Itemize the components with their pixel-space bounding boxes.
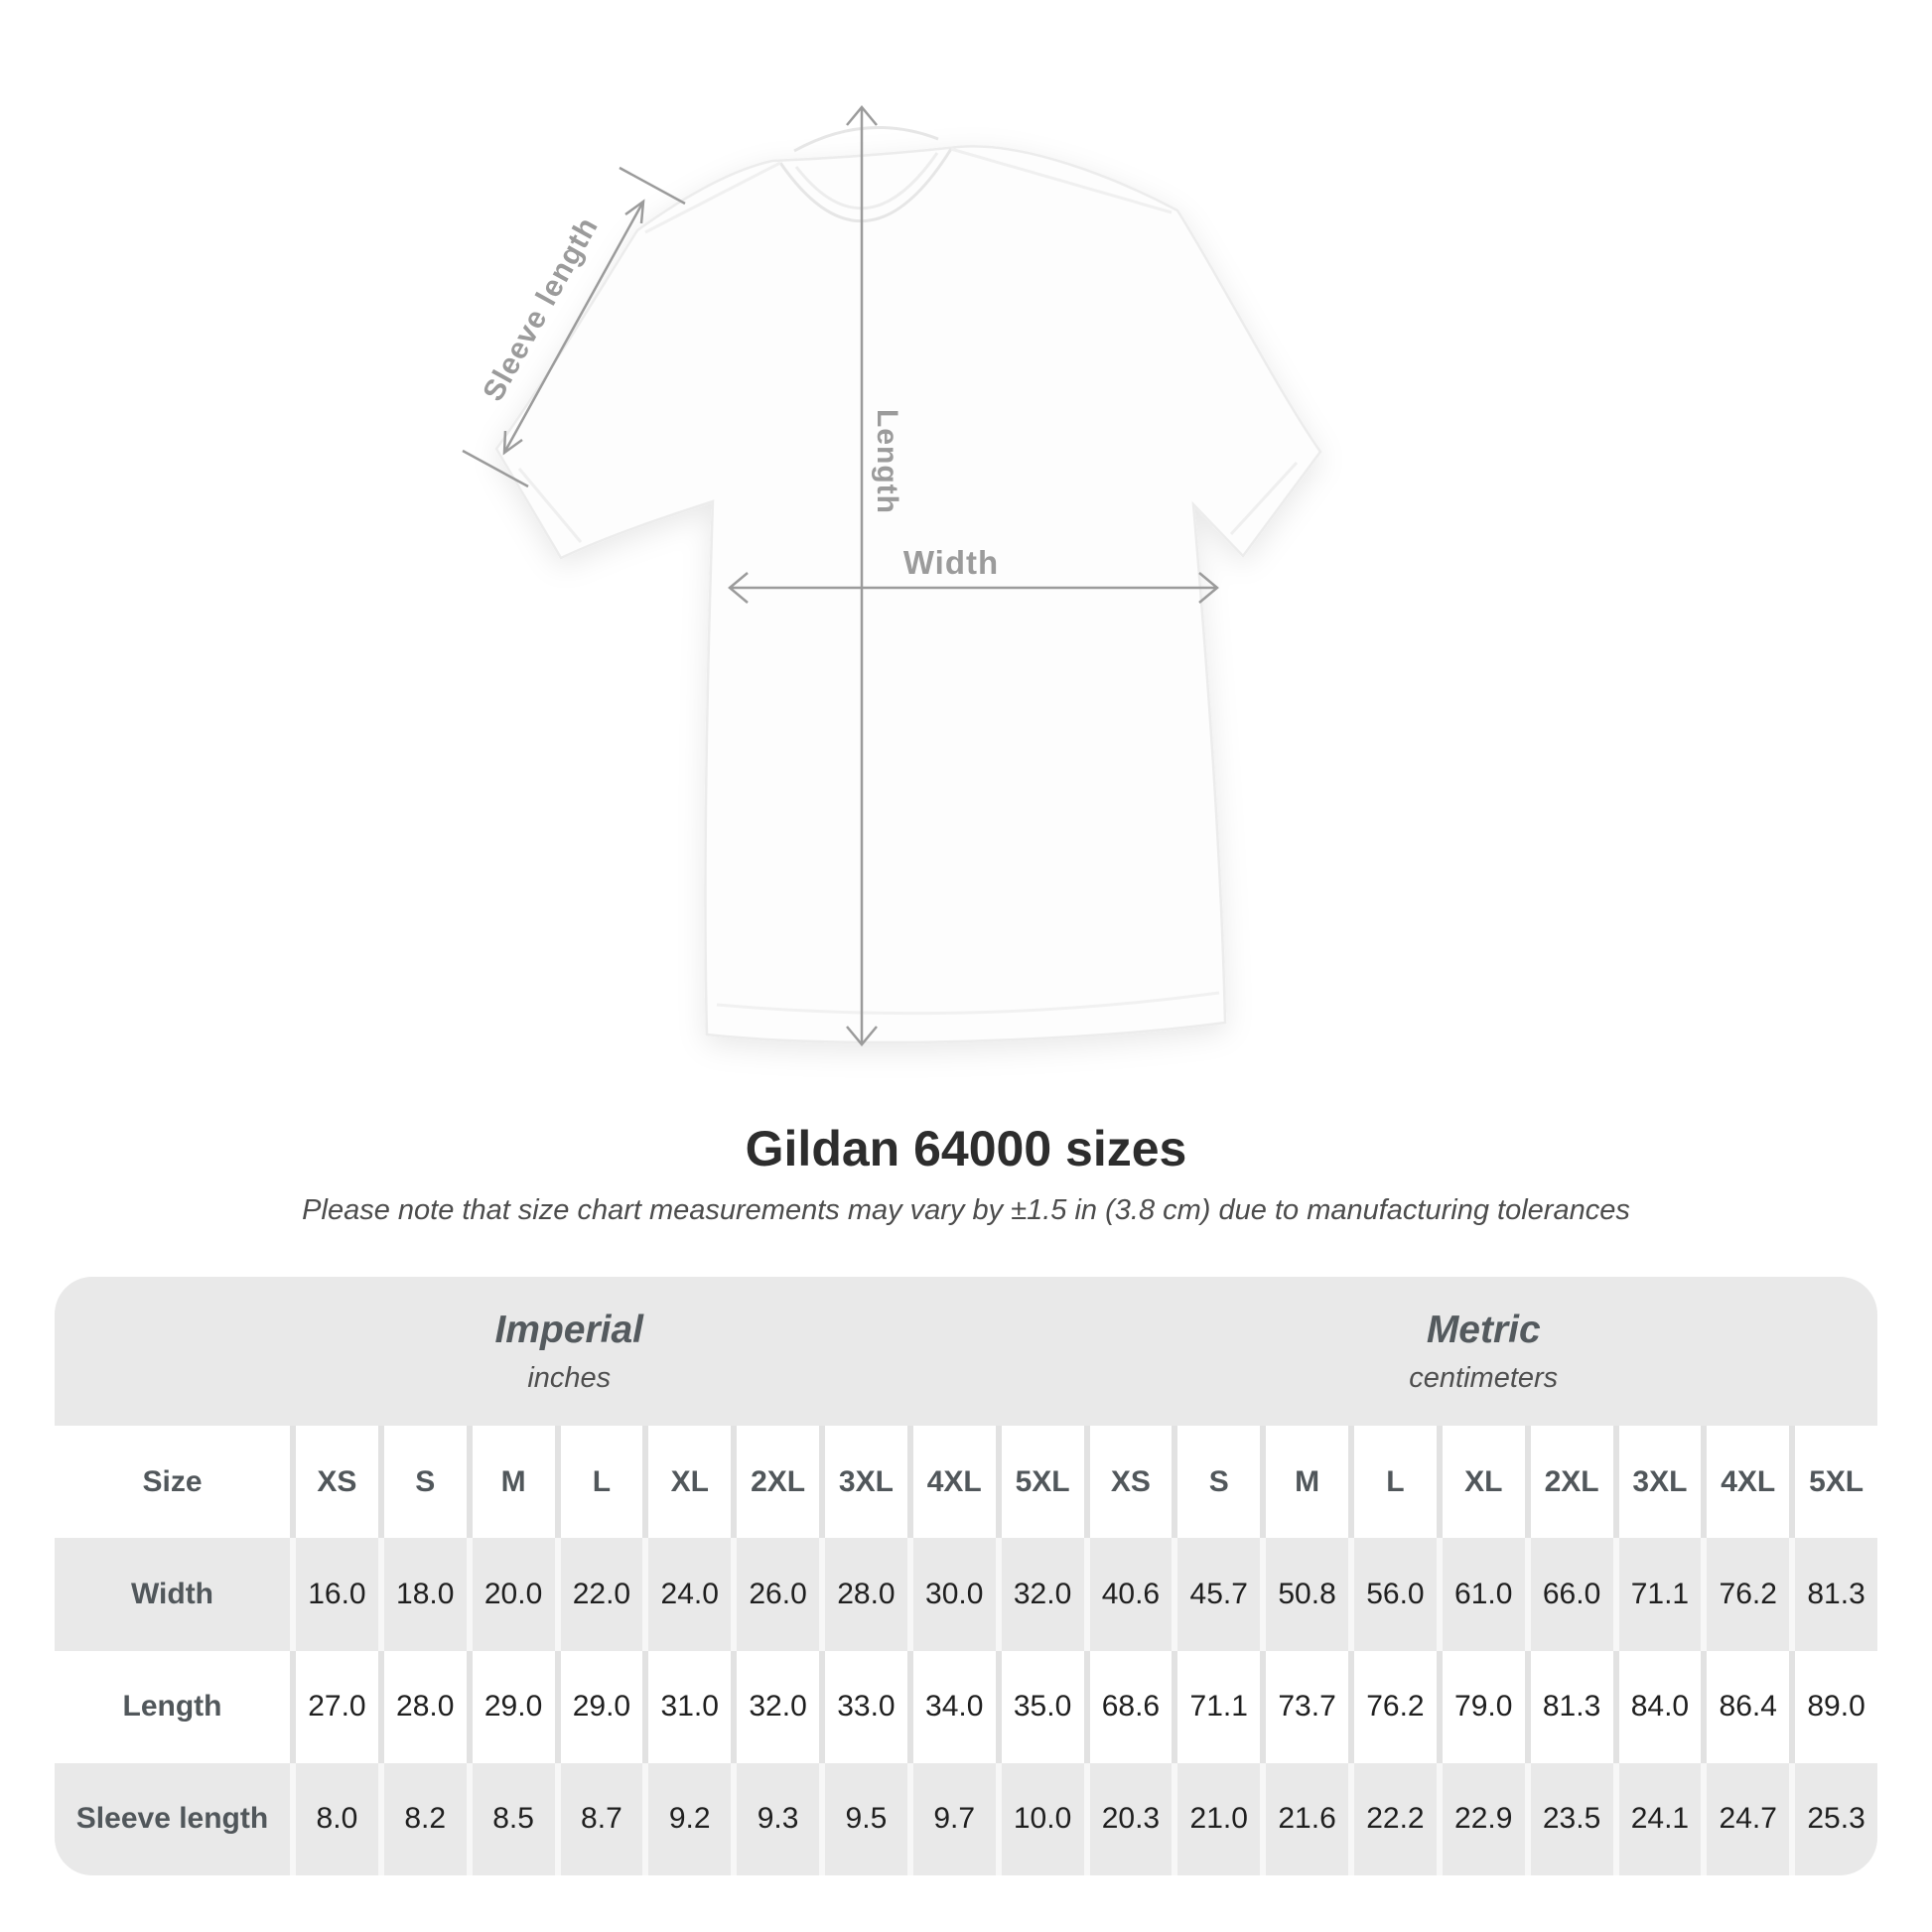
value-cell: 68.6: [1089, 1650, 1173, 1763]
value-cell: 24.7: [1707, 1762, 1790, 1875]
value-cell: 73.7: [1266, 1650, 1348, 1763]
value-cell: 27.0: [296, 1650, 378, 1763]
value-cell: 24.0: [648, 1538, 732, 1651]
value-cell: 76.2: [1354, 1650, 1437, 1763]
size-header-label: Size: [55, 1426, 290, 1539]
value-cell: 9.3: [737, 1762, 819, 1875]
unit-group-header-row: Imperial inches Metric centimeters: [55, 1277, 1877, 1426]
value-cell: 9.7: [912, 1762, 996, 1875]
table-row: Length 27.0 28.0 29.0 29.0 31.0 32.0 33.0 34.0 35…: [55, 1650, 1877, 1763]
size-col-header: XS: [296, 1426, 378, 1539]
size-col-header: L: [1354, 1426, 1437, 1539]
size-col-header: 4XL: [912, 1426, 996, 1539]
row-label: Sleeve length: [55, 1762, 290, 1875]
page-title: Gildan 64000 sizes: [745, 1121, 1187, 1176]
row-label: Length: [55, 1650, 290, 1763]
value-cell: 9.5: [825, 1762, 907, 1875]
value-cell: 22.0: [560, 1538, 643, 1651]
size-col-header: M: [472, 1426, 555, 1539]
size-col-header: XL: [1442, 1426, 1525, 1539]
value-cell: 89.0: [1795, 1650, 1877, 1763]
value-cell: 35.0: [1001, 1650, 1084, 1763]
metric-label: Metric: [1426, 1308, 1541, 1351]
value-cell: 79.0: [1442, 1650, 1525, 1763]
width-arrow: [728, 572, 1219, 604]
table-row: Sleeve length 8.0 8.2 8.5 8.7 9.2 9.3 9.5 9.7 10.…: [55, 1762, 1877, 1875]
row-label: Width: [55, 1538, 290, 1651]
size-col-header: 4XL: [1707, 1426, 1790, 1539]
value-cell: 21.6: [1266, 1762, 1348, 1875]
size-col-header: 3XL: [1618, 1426, 1702, 1539]
value-cell: 20.3: [1089, 1762, 1173, 1875]
tshirt-image: [494, 126, 1322, 1044]
size-col-header: L: [560, 1426, 643, 1539]
size-col-header: 2XL: [737, 1426, 819, 1539]
value-cell: 86.4: [1707, 1650, 1790, 1763]
sleeve-length-arrow: [462, 166, 686, 488]
size-col-header: S: [1177, 1426, 1261, 1539]
metric-unit-label: centimeters: [1409, 1361, 1559, 1394]
value-cell: 81.3: [1530, 1650, 1613, 1763]
table-row: Width 16.0 18.0 20.0 22.0 24.0 26.0 28.0 30.0 32.…: [55, 1538, 1877, 1651]
value-cell: 29.0: [472, 1650, 555, 1763]
value-cell: 32.0: [737, 1650, 819, 1763]
size-col-header: XL: [648, 1426, 732, 1539]
size-header-row: Size XS S M L XL 2XL 3XL 4XL 5XL XS S M L XL 2XL 3XL 4XL…: [55, 1426, 1877, 1539]
value-cell: 18.0: [383, 1538, 467, 1651]
value-cell: 40.6: [1089, 1538, 1173, 1651]
value-cell: 84.0: [1618, 1650, 1702, 1763]
value-cell: 61.0: [1442, 1538, 1525, 1651]
value-cell: 32.0: [1001, 1538, 1084, 1651]
size-col-header: 3XL: [825, 1426, 907, 1539]
imperial-unit-label: inches: [527, 1361, 612, 1394]
width-label: Width: [903, 544, 999, 581]
value-cell: 28.0: [383, 1650, 467, 1763]
value-cell: 8.0: [296, 1762, 378, 1875]
value-cell: 16.0: [296, 1538, 378, 1651]
value-cell: 31.0: [648, 1650, 732, 1763]
value-cell: 10.0: [1001, 1762, 1084, 1875]
size-col-header: 2XL: [1530, 1426, 1613, 1539]
value-cell: 25.3: [1795, 1762, 1877, 1875]
size-col-header: 5XL: [1795, 1426, 1877, 1539]
value-cell: 8.5: [472, 1762, 555, 1875]
value-cell: 71.1: [1618, 1538, 1702, 1651]
imperial-label: Imperial: [494, 1308, 644, 1351]
value-cell: 22.2: [1354, 1762, 1437, 1875]
size-chart-table: Imperial inches Metric centimeters Size …: [55, 1277, 1877, 1875]
value-cell: 21.0: [1177, 1762, 1261, 1875]
metric-group-header: Metric centimeters: [1090, 1277, 1878, 1426]
value-cell: 50.8: [1266, 1538, 1348, 1651]
value-cell: 9.2: [648, 1762, 732, 1875]
length-label: Length: [871, 409, 903, 514]
tshirt-measurement-diagram: Sleeve length Length Width: [462, 105, 1322, 1046]
value-cell: 29.0: [560, 1650, 643, 1763]
value-cell: 81.3: [1795, 1538, 1877, 1651]
size-col-header: M: [1266, 1426, 1348, 1539]
value-cell: 28.0: [825, 1538, 907, 1651]
size-col-header: 5XL: [1001, 1426, 1084, 1539]
value-cell: 66.0: [1530, 1538, 1613, 1651]
page-subtitle: Please note that size chart measurements…: [302, 1194, 1630, 1226]
size-col-header: S: [383, 1426, 467, 1539]
value-cell: 24.1: [1618, 1762, 1702, 1875]
value-cell: 8.2: [383, 1762, 467, 1875]
value-cell: 26.0: [737, 1538, 819, 1651]
value-cell: 33.0: [825, 1650, 907, 1763]
length-arrow: [846, 105, 878, 1046]
value-cell: 30.0: [912, 1538, 996, 1651]
imperial-group-header: Imperial inches: [55, 1277, 1084, 1426]
value-cell: 34.0: [912, 1650, 996, 1763]
value-cell: 76.2: [1707, 1538, 1790, 1651]
value-cell: 20.0: [472, 1538, 555, 1651]
value-cell: 56.0: [1354, 1538, 1437, 1651]
value-cell: 22.9: [1442, 1762, 1525, 1875]
value-cell: 8.7: [560, 1762, 643, 1875]
size-col-header: XS: [1089, 1426, 1173, 1539]
value-cell: 71.1: [1177, 1650, 1261, 1763]
value-cell: 45.7: [1177, 1538, 1261, 1651]
value-cell: 23.5: [1530, 1762, 1613, 1875]
